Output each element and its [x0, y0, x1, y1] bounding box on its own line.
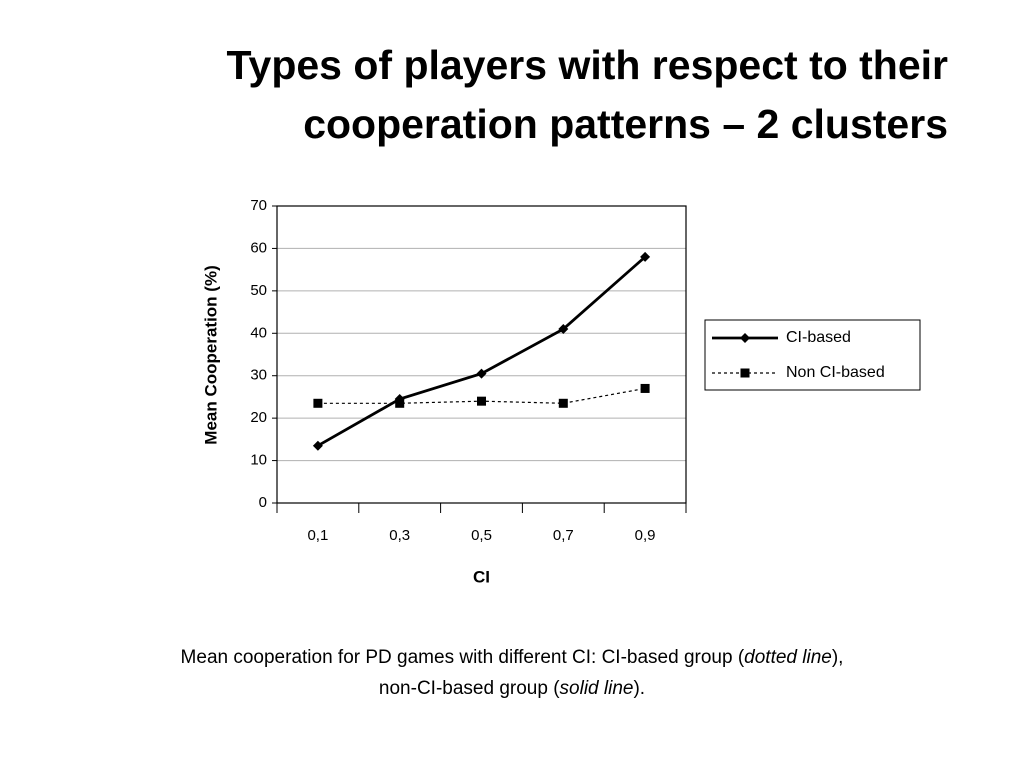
marker — [558, 324, 569, 335]
caption-text: Mean cooperation for PD games with diffe… — [181, 647, 745, 668]
marker — [476, 368, 487, 379]
marker — [313, 398, 323, 408]
caption-text: solid line — [560, 678, 634, 699]
marker — [395, 398, 405, 408]
x-tick-label: 0,7 — [553, 527, 574, 544]
x-tick-label: 0,5 — [471, 527, 492, 544]
y-tick-label: 70 — [250, 197, 267, 214]
caption-text: dotted line — [744, 647, 832, 668]
y-axis-label: Mean Cooperation (%) — [201, 265, 220, 444]
x-tick-label: 0,3 — [389, 527, 410, 544]
slide-title: Types of players with respect to their — [227, 42, 949, 88]
legend-label: CI-based — [786, 329, 851, 346]
legend-label: Non CI-based — [786, 364, 885, 381]
caption: Mean cooperation for PD games with diffe… — [181, 647, 844, 668]
slide-title: cooperation patterns – 2 clusters — [303, 101, 948, 147]
marker — [740, 368, 750, 378]
caption-text: non-CI-based group ( — [379, 678, 560, 699]
marker — [640, 251, 651, 262]
y-tick-label: 40 — [250, 324, 267, 341]
y-tick-label: 30 — [250, 367, 267, 384]
plot-border — [276, 205, 687, 504]
y-tick-label: 0 — [259, 494, 267, 511]
x-axis-label: CI — [473, 567, 490, 586]
caption-text: ). — [633, 678, 645, 699]
y-tick-label: 20 — [250, 409, 267, 426]
marker — [477, 396, 486, 406]
marker — [312, 440, 323, 451]
caption-text: ), — [832, 647, 844, 668]
marker — [640, 383, 650, 393]
y-tick-label: 50 — [250, 282, 267, 299]
legend-box — [704, 319, 921, 391]
marker — [558, 398, 568, 408]
marker — [740, 333, 750, 343]
series-line — [317, 255, 647, 447]
x-tick-label: 0,1 — [307, 527, 328, 544]
y-tick-label: 60 — [250, 239, 267, 256]
y-tick-label: 10 — [250, 452, 267, 469]
x-tick-label: 0,9 — [635, 527, 656, 544]
caption: non-CI-based group (solid line). — [379, 678, 645, 699]
